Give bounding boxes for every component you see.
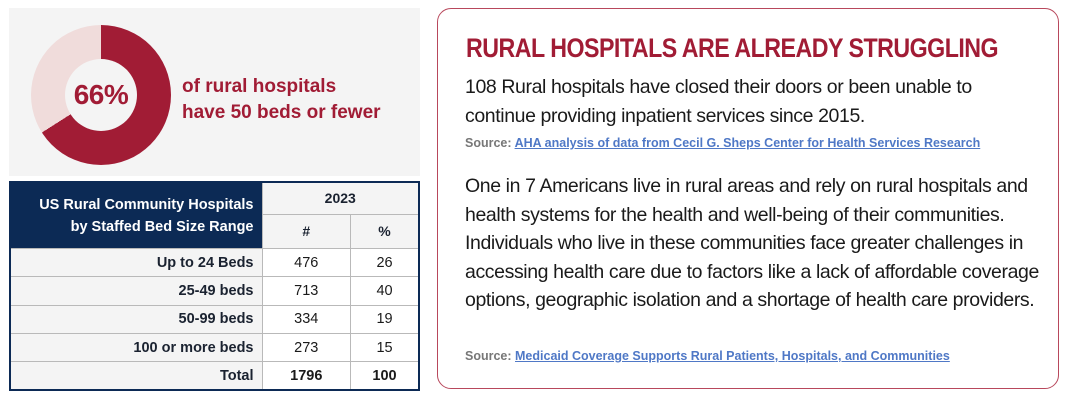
count-column-header: # [261,213,352,250]
info-card: RURAL HOSPITALS ARE ALREADY STRUGGLING 1… [437,8,1059,389]
row-percent: 19 [350,304,420,334]
row-label: 100 or more beds [9,332,263,363]
card-title: RURAL HOSPITALS ARE ALREADY STRUGGLING [466,33,999,63]
row-percent: 40 [350,276,420,306]
donut-chart: 66% [31,25,171,165]
stat-caption-line2: have 50 beds or fewer [182,102,381,123]
total-percent: 100 [350,361,420,391]
row-percent: 26 [350,248,420,278]
table-title-line2: by Staffed Bed Size Range [70,218,254,235]
table-title: US Rural Community Hospitals by Staffed … [10,182,262,249]
table-title-line1: US Rural Community Hospitals [39,196,254,213]
total-label: Total [9,361,263,391]
rural-americans-paragraph: One in 7 Americans live in rural areas a… [465,175,1039,311]
row-percent: 15 [350,332,420,363]
bed-size-table: US Rural Community Hospitals by Staffed … [9,181,420,391]
closures-paragraph: 108 Rural hospitals have closed their do… [465,76,972,127]
year-header: 2023 [261,181,420,215]
source-prefix: Source: [465,349,516,363]
table-row: 25-49 beds 713 40 [9,276,420,306]
row-count: 334 [261,304,352,334]
stat-panel: 66% of rural hospitals have 50 beds or f… [9,8,420,176]
source-line-1: Source: AHA analysis of data from Cecil … [465,136,980,150]
table-row: 100 or more beds 273 15 [9,332,420,363]
donut-percent-label: 66% [73,79,129,110]
row-label: Up to 24 Beds [9,248,263,278]
row-count: 713 [261,276,352,306]
source-link-medicaid[interactable]: Medicaid Coverage Supports Rural Patient… [515,349,950,363]
percent-column-header: % [350,213,420,250]
row-count: 476 [261,248,352,278]
donut-center: 66% [65,59,137,131]
table-row: 50-99 beds 334 19 [9,304,420,334]
stat-caption: of rural hospitals have 50 beds or fewer [182,74,417,126]
table-row: Up to 24 Beds 476 26 [9,248,420,278]
row-label: 25-49 beds [9,276,263,306]
row-count: 273 [261,332,352,363]
source-line-2: Source: Medicaid Coverage Supports Rural… [465,349,950,363]
row-label: 50-99 beds [9,304,263,334]
table-total-row: Total 1796 100 [9,361,420,391]
total-count: 1796 [261,361,352,391]
stat-caption-line1: of rural hospitals [182,76,337,97]
source-link-aha[interactable]: AHA analysis of data from Cecil G. Sheps… [514,136,981,150]
source-prefix: Source: [465,136,515,150]
